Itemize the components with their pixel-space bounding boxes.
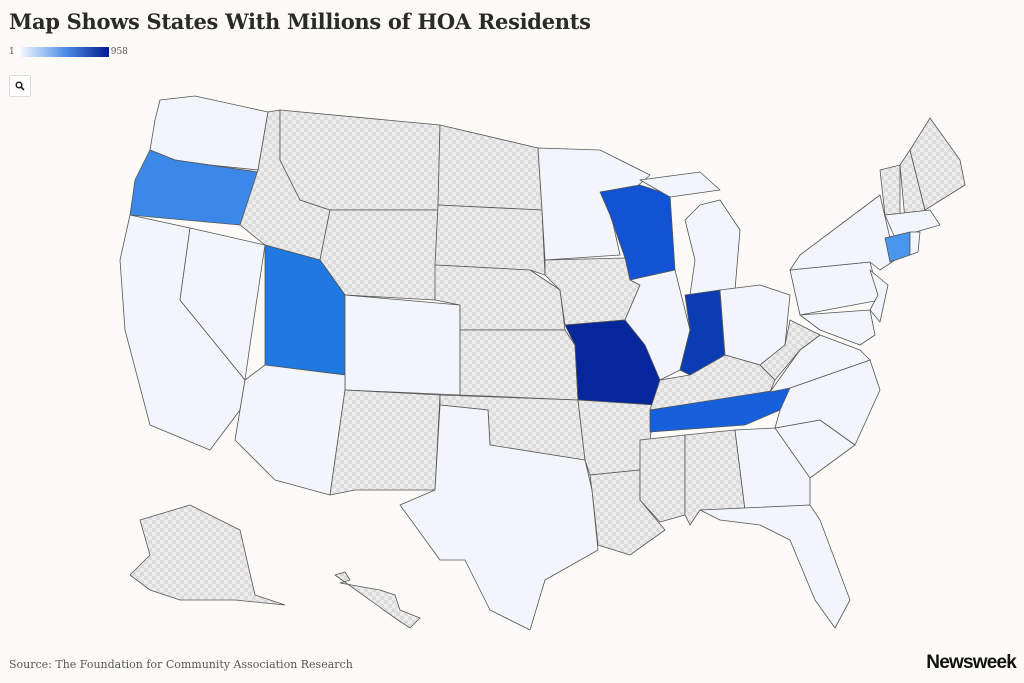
state-pa[interactable]	[789, 261, 881, 316]
state-mi-up[interactable]	[639, 171, 721, 198]
state-ms[interactable]	[639, 434, 686, 523]
state-mi[interactable]	[684, 199, 741, 296]
legend-min: 1	[9, 47, 15, 57]
state-co[interactable]	[344, 294, 461, 396]
state-mn[interactable]	[537, 147, 651, 261]
state-mt[interactable]	[279, 109, 441, 211]
state-tx[interactable]	[399, 404, 599, 631]
state-nd[interactable]	[437, 124, 543, 211]
legend-max: 958	[110, 47, 128, 57]
state-nm[interactable]	[329, 389, 441, 496]
zoom-button[interactable]	[9, 75, 31, 97]
state-wv[interactable]	[759, 319, 821, 381]
state-ks[interactable]	[459, 329, 579, 401]
state-ri[interactable]	[909, 231, 921, 256]
state-fl[interactable]	[699, 504, 851, 629]
state-nv[interactable]	[179, 227, 266, 381]
state-tn[interactable]	[649, 387, 791, 433]
page-title: Map Shows States With Millions of HOA Re…	[9, 9, 591, 34]
state-az[interactable]	[234, 364, 346, 496]
state-ny[interactable]	[789, 194, 896, 271]
search-icon	[15, 81, 25, 91]
source-note: Source: The Foundation for Community Ass…	[9, 658, 353, 671]
state-hi[interactable]	[334, 571, 421, 629]
state-ak[interactable]	[129, 504, 286, 606]
state-sd[interactable]	[434, 204, 546, 276]
state-ma[interactable]	[884, 209, 941, 239]
state-me[interactable]	[909, 117, 966, 211]
state-wy[interactable]	[319, 209, 439, 301]
legend-gradient	[20, 47, 109, 57]
newsweek-logo: Newsweek	[926, 652, 1017, 673]
state-nj[interactable]	[869, 269, 889, 323]
state-nc[interactable]	[774, 359, 881, 446]
state-md[interactable]	[799, 309, 876, 346]
color-legend: 1 958	[9, 47, 128, 57]
